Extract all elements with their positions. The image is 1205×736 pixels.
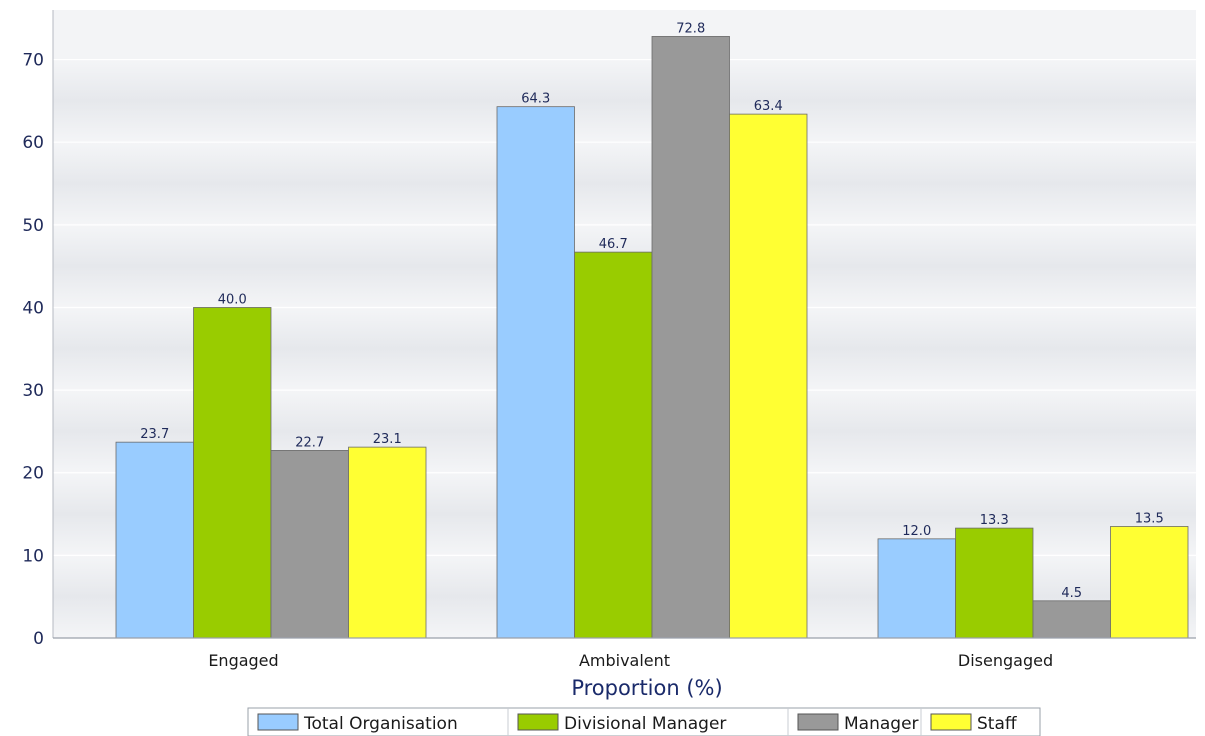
- legend-swatch: [517, 713, 559, 731]
- data-label: 63.4: [754, 99, 783, 114]
- bar-staff-ambivalent: [729, 113, 808, 639]
- data-label: 64.3: [521, 92, 550, 107]
- bar-total-organisation-ambivalent: [496, 106, 575, 639]
- x-axis-title: Proportion (%): [571, 676, 722, 700]
- x-tick-labels: Engaged Ambivalent Disengaged: [208, 651, 1053, 670]
- bar-manager-engaged: [270, 450, 349, 639]
- legend-label: Total Organisation: [303, 714, 458, 734]
- bar-divisional-manager-ambivalent: [574, 251, 653, 639]
- x-tick-label: Engaged: [208, 651, 278, 670]
- bar-total-organisation-engaged: [115, 441, 194, 639]
- plot-band: [53, 142, 1196, 225]
- data-label: 22.7: [295, 435, 324, 450]
- data-label: 13.3: [980, 513, 1009, 528]
- bar-manager-disengaged: [1032, 600, 1111, 639]
- data-label: 23.7: [140, 427, 169, 442]
- bars: [115, 36, 1189, 639]
- legend-label: Divisional Manager: [564, 714, 726, 734]
- bar-manager-ambivalent: [651, 36, 730, 639]
- y-tick-label: 50: [22, 216, 44, 236]
- bar-divisional-manager-engaged: [193, 307, 272, 639]
- y-tick-label: 40: [22, 298, 44, 318]
- legend-swatch: [797, 713, 839, 731]
- data-label: 72.8: [676, 21, 705, 36]
- y-tick-label: 30: [22, 381, 44, 401]
- data-label: 23.1: [373, 432, 402, 447]
- bar-total-organisation-disengaged: [877, 538, 956, 639]
- legend: Total Organisation Divisional Manager Mana…: [247, 707, 1041, 736]
- x-tick-label: Disengaged: [958, 651, 1053, 670]
- data-label: 13.5: [1135, 511, 1164, 526]
- bar-staff-engaged: [348, 446, 427, 639]
- y-tick-label: 70: [22, 51, 44, 71]
- legend-swatch: [930, 713, 972, 731]
- y-tick-label: 10: [22, 546, 44, 566]
- value-labels: 23.7 64.3 12.0 40.0 46.7 13.3 22.7 72.8 4.5 23.1 6…: [140, 21, 1163, 600]
- data-label: 40.0: [218, 292, 247, 307]
- legend-label: Manager: [844, 714, 919, 734]
- y-tick-labels: 0 10 20 30 40 50 60 70: [22, 51, 44, 649]
- bar-staff-disengaged: [1110, 526, 1189, 639]
- plot-band: [53, 59, 1196, 143]
- axes: [52, 10, 1196, 639]
- y-tick-label: 0: [33, 629, 44, 649]
- legend-swatch: [257, 713, 299, 731]
- legend-label: Staff: [977, 714, 1018, 734]
- data-label: 12.0: [902, 524, 931, 539]
- x-tick-label: Ambivalent: [579, 651, 670, 670]
- data-label: 4.5: [1061, 586, 1082, 601]
- legend-box: [247, 707, 1041, 736]
- bar-divisional-manager-disengaged: [955, 527, 1034, 639]
- y-tick-label: 60: [22, 133, 44, 153]
- data-label: 46.7: [599, 237, 628, 252]
- y-tick-label: 20: [22, 464, 44, 484]
